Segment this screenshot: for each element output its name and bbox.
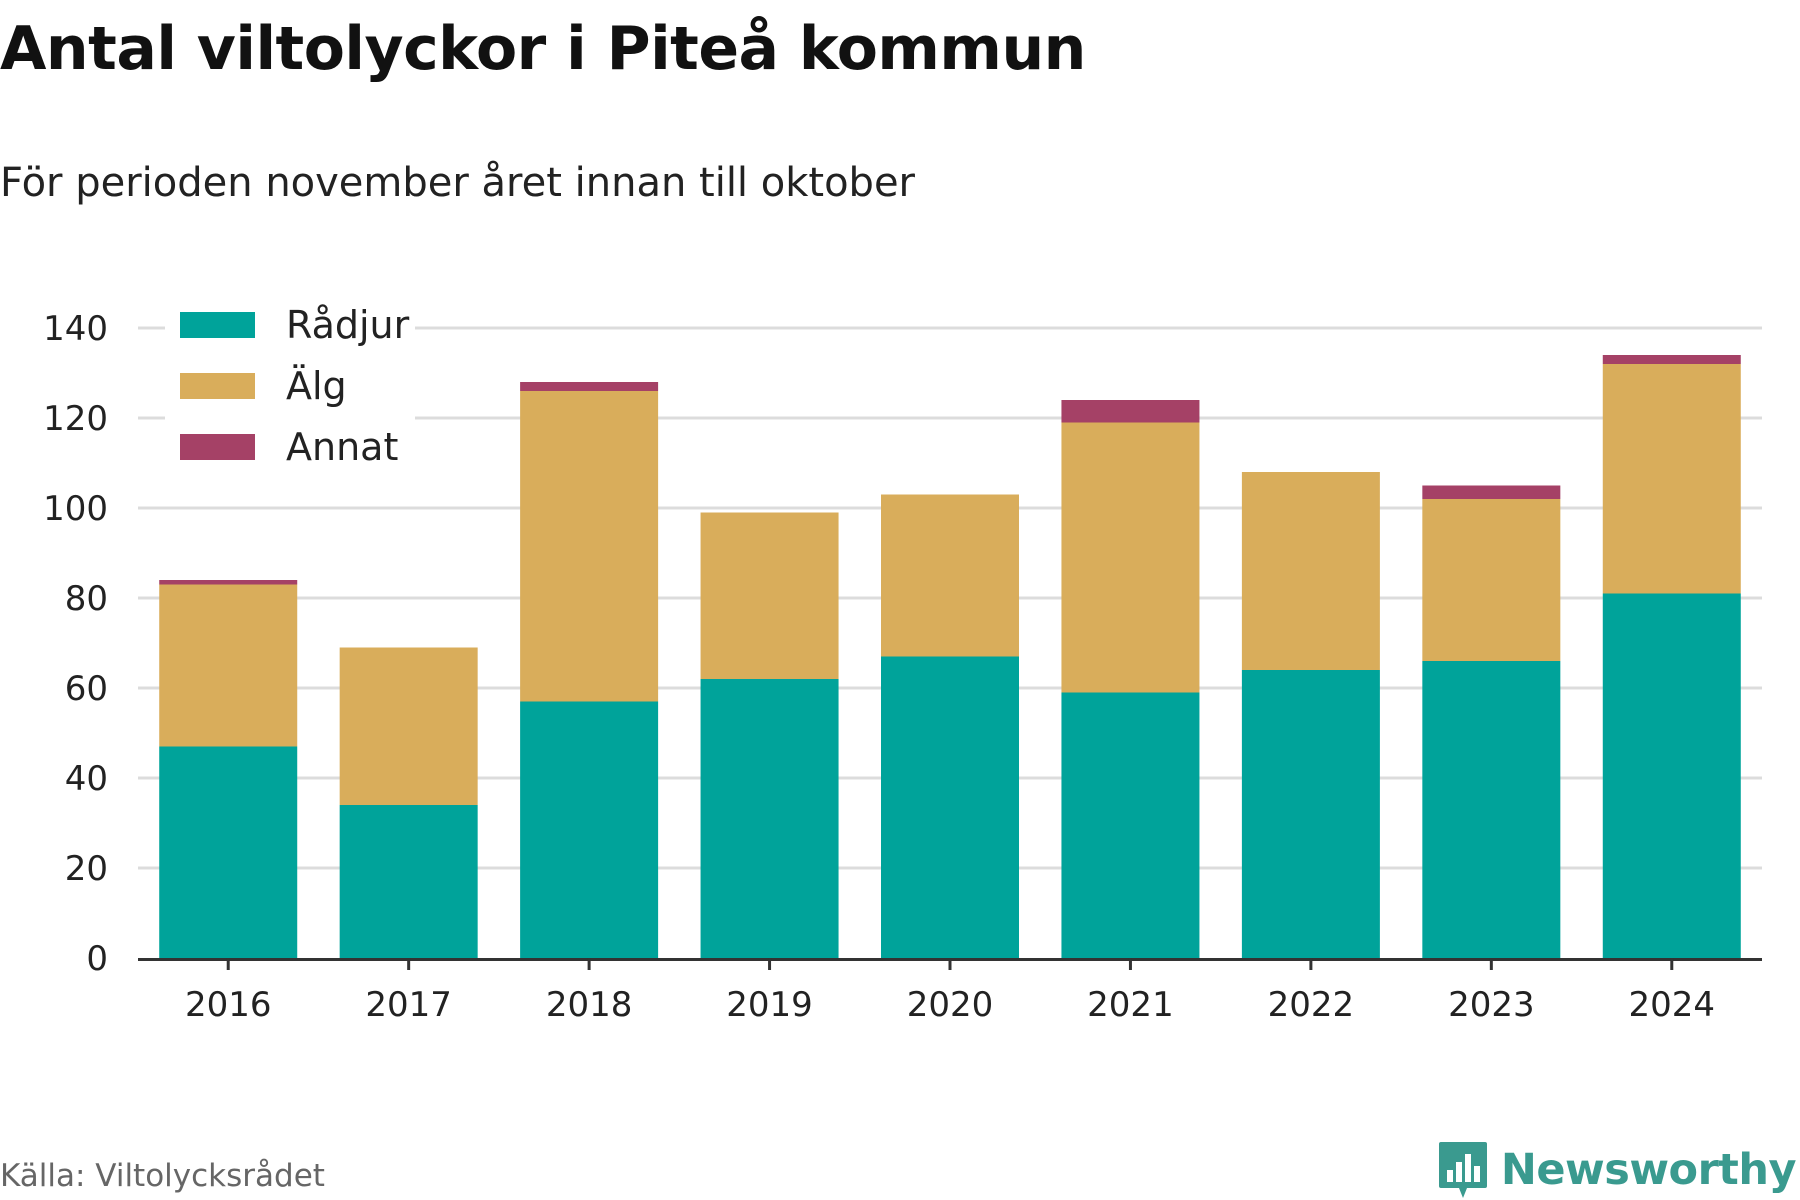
bar-segment: [520, 701, 659, 958]
bar-segment: [159, 746, 298, 958]
bar-segment: [881, 494, 1019, 657]
bar-segment: [1602, 593, 1741, 958]
legend-swatch: [180, 434, 255, 460]
x-tick-label: 2021: [1087, 985, 1174, 1025]
x-tick-label: 2022: [1268, 985, 1355, 1025]
bar-segment: [159, 580, 298, 585]
bar-segment: [1061, 692, 1200, 958]
y-tick-label: 120: [43, 399, 108, 439]
brand-name: Newsworthy: [1500, 1145, 1797, 1195]
y-tick-label: 80: [65, 579, 108, 619]
x-tick-label: 2023: [1448, 985, 1535, 1025]
bar-segment: [1602, 364, 1741, 594]
bar-segment: [1422, 499, 1561, 661]
x-tick-label: 2020: [907, 985, 994, 1025]
bar-segment: [1602, 355, 1741, 364]
y-tick-label: 140: [43, 309, 108, 349]
bar-segment: [1422, 661, 1561, 958]
y-tick-label: 40: [65, 759, 108, 799]
x-tick-label: 2024: [1629, 985, 1716, 1025]
chart-subtitle: För perioden november året innan till ok…: [0, 160, 915, 206]
x-tick-label: 2016: [185, 985, 272, 1025]
bar-segment: [1241, 670, 1380, 958]
y-tick-label: 20: [65, 849, 108, 889]
x-tick-label: 2019: [726, 985, 813, 1025]
stacked-bar-chart: 0 20 40 60 80 100 120 140 2016 2017 2018 2019 2020 20…: [43, 303, 1762, 1025]
chart-title: Antal viltolyckor i Piteå kommun: [0, 14, 1086, 84]
x-tick-label: 2017: [365, 985, 452, 1025]
bar-segment: [339, 805, 478, 958]
legend-label: Rådjur: [286, 303, 410, 347]
legend-swatch: [180, 373, 255, 399]
brand-logo: Newsworthy: [1437, 1140, 1797, 1200]
source-note: Källa: Viltolycksrådet: [0, 1158, 325, 1194]
bar-segment: [700, 512, 839, 679]
x-tick-label: 2018: [546, 985, 633, 1025]
bar-segment: [520, 391, 659, 702]
legend-label: Annat: [286, 425, 398, 469]
bar-segment: [1061, 400, 1200, 423]
bar-chart-icon: [1438, 1142, 1487, 1198]
bar-segment: [159, 584, 298, 747]
y-tick-label: 0: [86, 939, 108, 979]
bar-segment: [1422, 485, 1561, 499]
bar-segment: [1061, 422, 1200, 693]
y-tick-label: 60: [65, 669, 108, 709]
y-tick-label: 100: [43, 489, 108, 529]
bar-segment: [1241, 472, 1380, 670]
bar-segment: [520, 382, 659, 391]
bar-segment: [339, 647, 478, 805]
bar-segment: [700, 679, 839, 958]
legend-swatch: [180, 312, 255, 338]
legend-label: Älg: [286, 364, 347, 408]
bar-segment: [881, 656, 1019, 958]
